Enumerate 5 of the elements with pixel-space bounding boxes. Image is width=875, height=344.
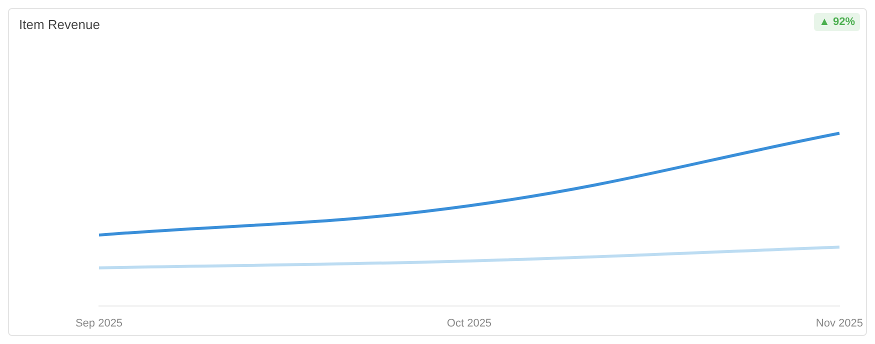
x-tick-label: Sep 2025 <box>75 317 123 330</box>
x-tick-label: Nov 2025 <box>816 317 864 330</box>
text: ▲ 92% <box>814 13 860 31</box>
x-tick-label: Oct 2025 <box>446 317 492 330</box>
chart-title: Item Revenue <box>19 17 100 32</box>
